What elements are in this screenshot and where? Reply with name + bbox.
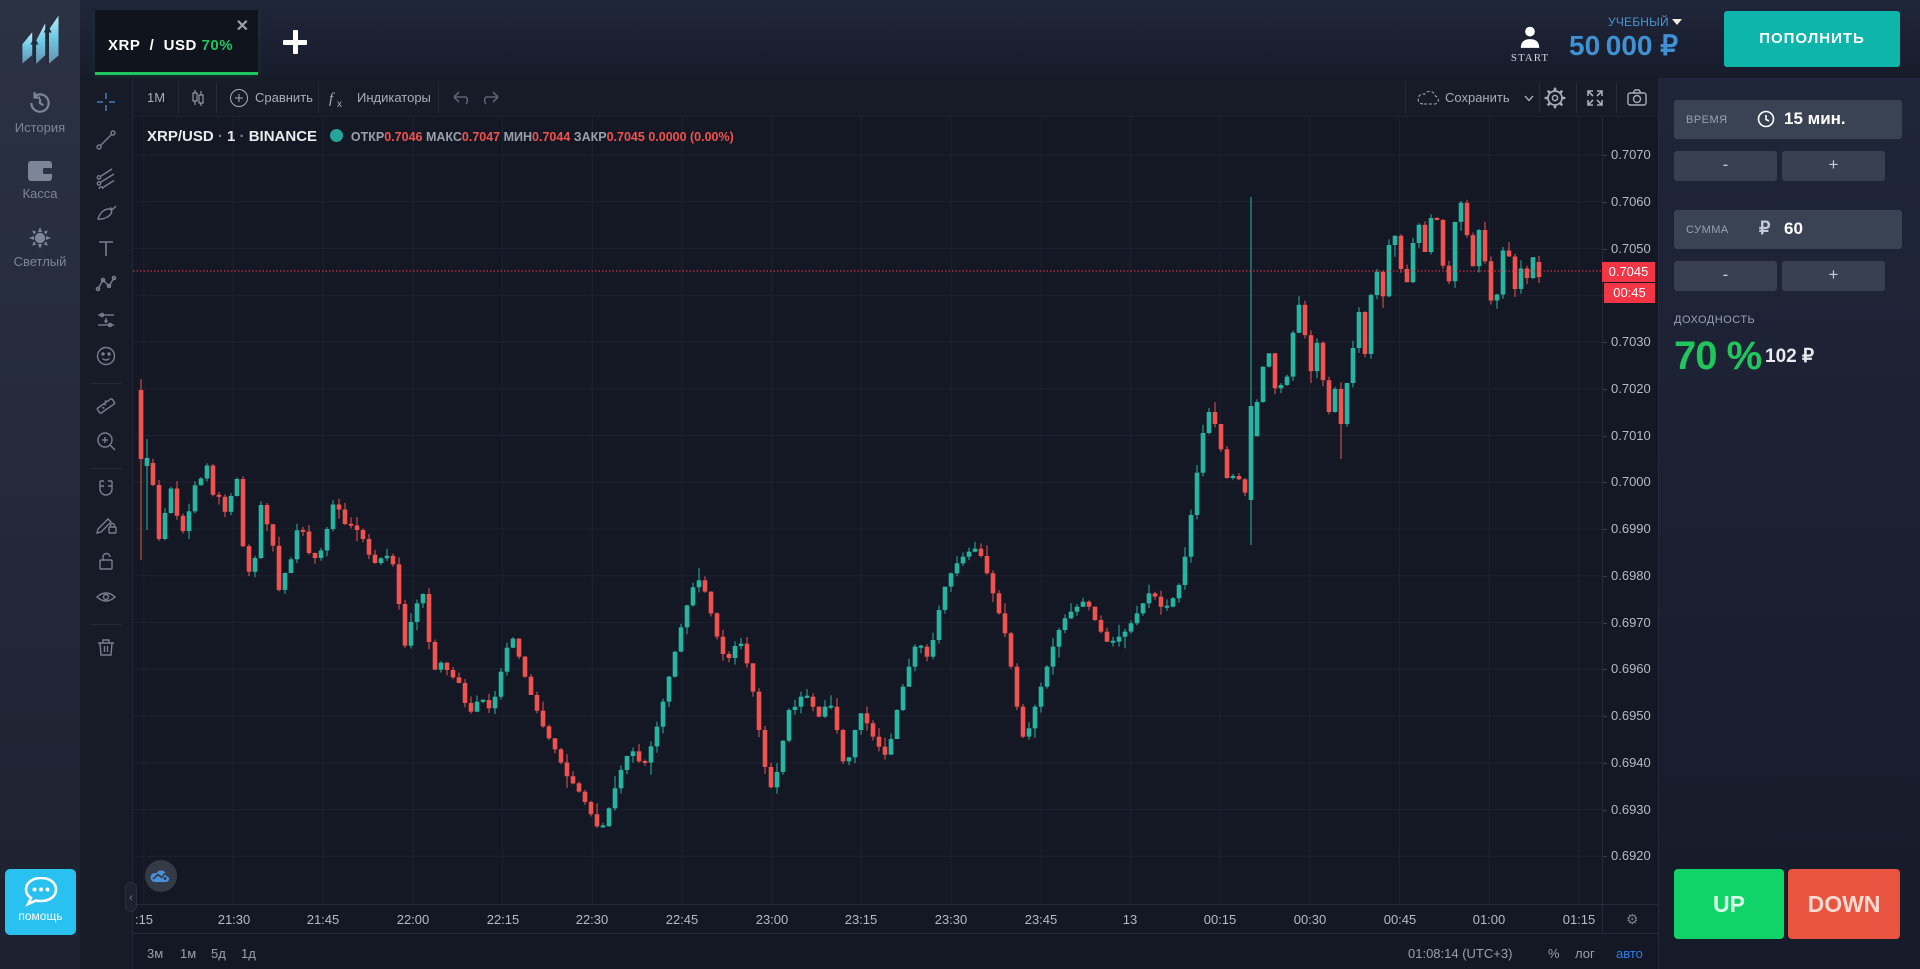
svg-text:f: f [329,91,335,107]
svg-text:x: x [337,99,342,108]
